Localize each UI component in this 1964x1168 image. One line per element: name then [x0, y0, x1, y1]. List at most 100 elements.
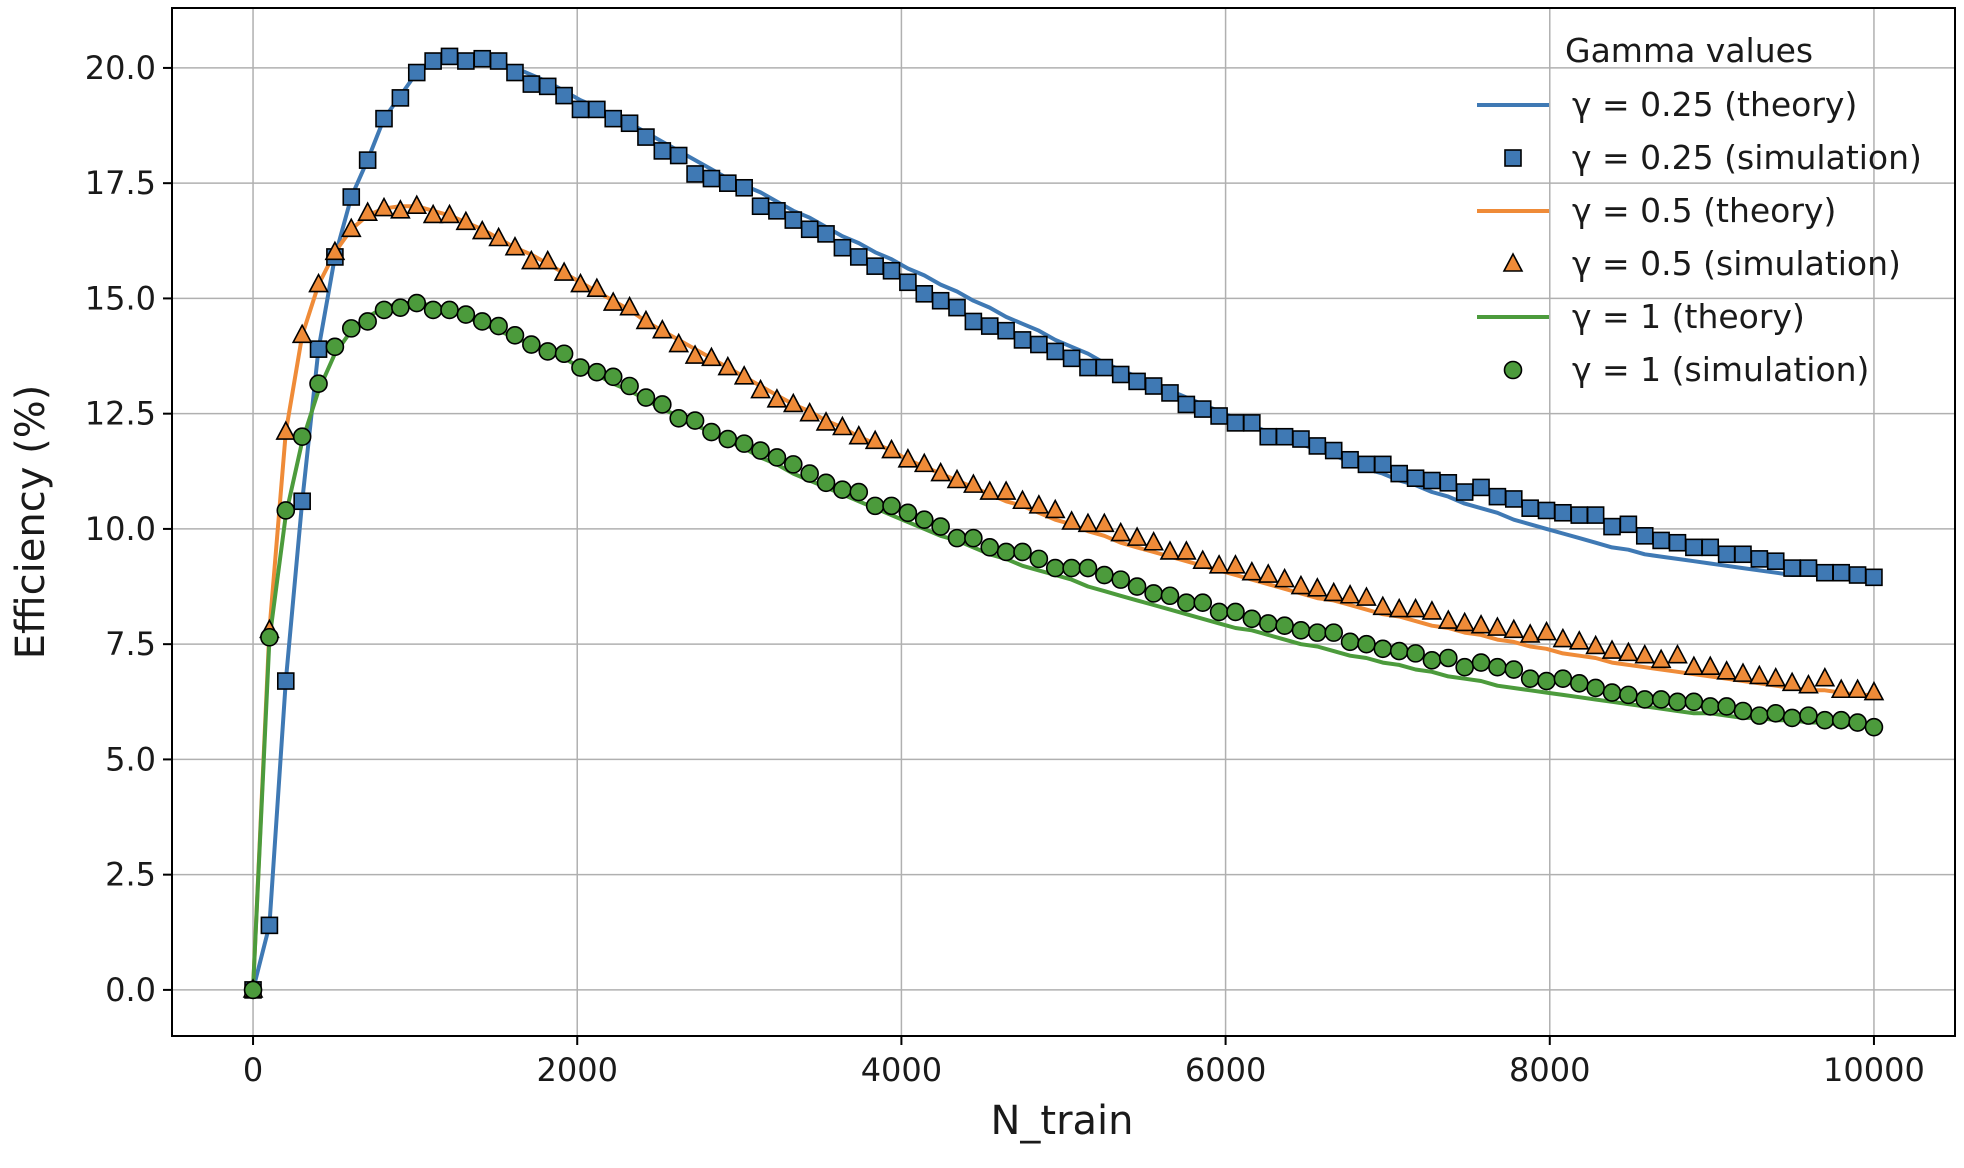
data-point-triangle — [275, 420, 297, 440]
data-point-circle — [1848, 713, 1867, 732]
data-point-triangle — [1568, 630, 1590, 650]
data-point-circle — [1373, 639, 1393, 659]
data-point-square — [1374, 455, 1392, 474]
data-point-circle — [669, 408, 688, 428]
data-point-square — [669, 146, 688, 165]
data-point-circle — [505, 326, 525, 345]
data-point-circle — [1324, 623, 1344, 642]
data-point-triangle — [1503, 618, 1525, 639]
data-point-triangle — [832, 415, 853, 436]
data-point-triangle — [1323, 581, 1345, 602]
data-point-triangle — [471, 219, 493, 240]
data-point-circle — [1078, 558, 1098, 578]
data-point-circle — [325, 337, 345, 357]
data-point-square — [1685, 538, 1703, 557]
data-point-square — [1079, 358, 1097, 377]
data-point-circle — [1062, 558, 1081, 578]
data-point-square — [424, 52, 442, 70]
data-point-triangle — [504, 236, 526, 256]
data-point-triangle — [1437, 609, 1459, 629]
legend: Gamma values γ = 0.25 (theory) γ = 0.25 (… — [1477, 31, 1922, 389]
data-point-square — [980, 317, 999, 335]
data-point-square — [1193, 400, 1212, 418]
data-point-triangle — [1847, 678, 1868, 699]
data-point-circle — [538, 342, 558, 361]
data-point-circle — [849, 482, 869, 502]
data-point-circle — [260, 627, 279, 647]
data-point-circle — [1651, 690, 1671, 709]
data-point-circle — [1095, 565, 1114, 585]
data-point-triangle — [340, 217, 362, 238]
data-point-triangle — [717, 355, 739, 376]
data-point-circle — [489, 316, 508, 336]
data-point-square — [1586, 506, 1605, 524]
data-point-triangle — [308, 272, 329, 293]
data-point-square — [1816, 563, 1834, 582]
data-point-triangle — [619, 295, 640, 316]
data-point-triangle — [815, 411, 837, 431]
data-point-circle — [1389, 641, 1409, 661]
data-point-triangle — [651, 318, 673, 339]
data-point-circle — [358, 312, 377, 331]
data-point-circle — [1471, 653, 1491, 672]
data-point-circle — [1815, 710, 1835, 730]
series-line — [251, 204, 1874, 990]
data-point-square — [358, 151, 377, 169]
data-point-circle — [1602, 683, 1622, 702]
legend-entry-label: γ = 1 (theory) — [1572, 297, 1805, 336]
data-point-circle — [865, 496, 885, 516]
data-point-square — [1750, 550, 1769, 568]
data-point-circle — [1782, 708, 1802, 728]
data-point-triangle — [1028, 494, 1050, 514]
x-axis-label: N_train — [990, 1098, 1133, 1144]
data-point-triangle — [799, 401, 820, 422]
data-point-triangle — [1012, 489, 1033, 510]
data-point-square — [457, 52, 475, 70]
y-tick-label: 12.5 — [85, 395, 156, 433]
data-point-triangle — [1732, 662, 1754, 682]
x-tick-label: 0 — [243, 1051, 263, 1089]
y-axis-label: Efficiency (%) — [8, 385, 54, 660]
data-point-square — [1766, 552, 1785, 570]
data-point-square — [407, 63, 426, 82]
data-point-square — [1111, 365, 1130, 384]
y-tick-label: 5.0 — [105, 740, 156, 778]
data-point-square — [1341, 450, 1359, 469]
data-point-circle — [1717, 697, 1736, 716]
data-point-square — [1635, 527, 1654, 545]
data-point-triangle — [1618, 641, 1639, 662]
data-point-triangle — [1044, 498, 1066, 519]
data-point-square — [604, 109, 623, 128]
data-point-square — [849, 248, 868, 266]
legend-entry-label: γ = 0.5 (theory) — [1572, 191, 1836, 230]
data-point-triangle — [439, 203, 460, 224]
legend-title: Gamma values — [1565, 31, 1813, 70]
data-point-triangle — [913, 452, 935, 473]
data-point-circle — [1455, 657, 1474, 677]
data-point-square — [1783, 559, 1801, 577]
data-point-square — [1062, 349, 1081, 368]
data-point-square — [1046, 342, 1065, 361]
data-point-square — [1488, 487, 1507, 506]
data-point-square — [800, 220, 819, 239]
data-point-circle — [1144, 584, 1163, 603]
data-point-triangle — [602, 291, 624, 311]
data-point-circle — [341, 319, 361, 338]
data-point-square — [1504, 490, 1523, 508]
data-point-square — [555, 86, 573, 105]
data-point-square — [309, 340, 328, 358]
data-point-triangle — [291, 323, 313, 344]
data-point-triangle — [1863, 680, 1885, 701]
data-point-square — [1357, 455, 1376, 474]
ticks: 0 2000 4000 6000 8000 10000 0.0 2.5 5.0 7.5 10.0 12… — [85, 49, 1925, 1089]
data-point-triangle — [1699, 655, 1721, 676]
data-point-circle — [1193, 593, 1213, 612]
data-point-square — [1455, 483, 1474, 501]
y-tick-label: 10.0 — [85, 510, 156, 548]
data-point-circle — [1045, 558, 1065, 578]
data-point-square — [489, 52, 508, 70]
data-point-triangle — [324, 240, 346, 261]
data-point-square — [391, 89, 410, 107]
data-point-triangle — [1519, 623, 1541, 643]
data-point-square — [1406, 469, 1425, 488]
